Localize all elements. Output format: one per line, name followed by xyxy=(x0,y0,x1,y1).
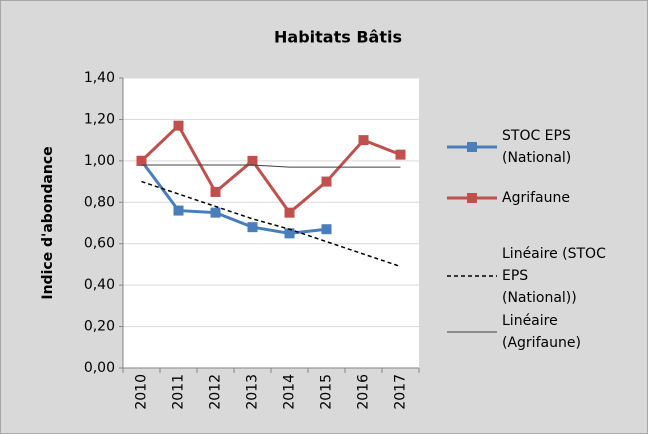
x-tick-label: 2016 xyxy=(356,374,372,410)
y-tick-label: 1,00 xyxy=(84,153,115,169)
marker xyxy=(173,120,184,131)
x-tick-label: 2011 xyxy=(171,374,187,410)
chart-title: Habitats Bâtis xyxy=(274,28,402,47)
y-tick-label: 0,60 xyxy=(84,236,115,252)
legend-label: STOC EPS (National) xyxy=(502,128,571,166)
x-tick-label: 2015 xyxy=(319,374,335,410)
legend-label: Linéaire (Agrifaune) xyxy=(502,313,581,351)
y-tick-label: 0,20 xyxy=(84,319,115,335)
marker xyxy=(210,186,221,197)
y-tick-label: 1,40 xyxy=(84,70,115,86)
x-tick-label: 2012 xyxy=(208,374,224,410)
marker xyxy=(247,222,258,233)
plot-area xyxy=(123,78,419,368)
y-tick-label: 0,80 xyxy=(84,194,115,210)
series-line xyxy=(140,159,327,235)
marker xyxy=(321,224,332,235)
x-tick-label: 2010 xyxy=(134,374,150,410)
legend-label: Linéaire (STOC EPS (National)) xyxy=(502,246,606,306)
marker xyxy=(173,205,184,216)
marker xyxy=(284,228,295,239)
x-tick-label: 2017 xyxy=(393,374,409,410)
marker xyxy=(358,135,369,146)
y-tick-label: 0,00 xyxy=(84,360,115,376)
marker xyxy=(136,155,147,166)
y-tick-label: 0,40 xyxy=(84,277,115,293)
y-axis-label: Indice d'abondance xyxy=(40,146,56,299)
series-line xyxy=(141,164,401,168)
legend-marker xyxy=(467,193,477,203)
marker xyxy=(321,176,332,187)
x-tick-label: 2014 xyxy=(282,374,298,410)
marker xyxy=(247,155,258,166)
x-tick-label: 2013 xyxy=(245,374,261,410)
y-tick-label: 1,20 xyxy=(84,111,115,127)
marker xyxy=(210,207,221,218)
legend-label: Agrifaune xyxy=(502,190,570,206)
marker xyxy=(284,207,295,218)
legend-marker xyxy=(467,142,477,152)
series-line xyxy=(141,180,401,268)
marker xyxy=(395,149,406,160)
series-line xyxy=(140,123,402,215)
